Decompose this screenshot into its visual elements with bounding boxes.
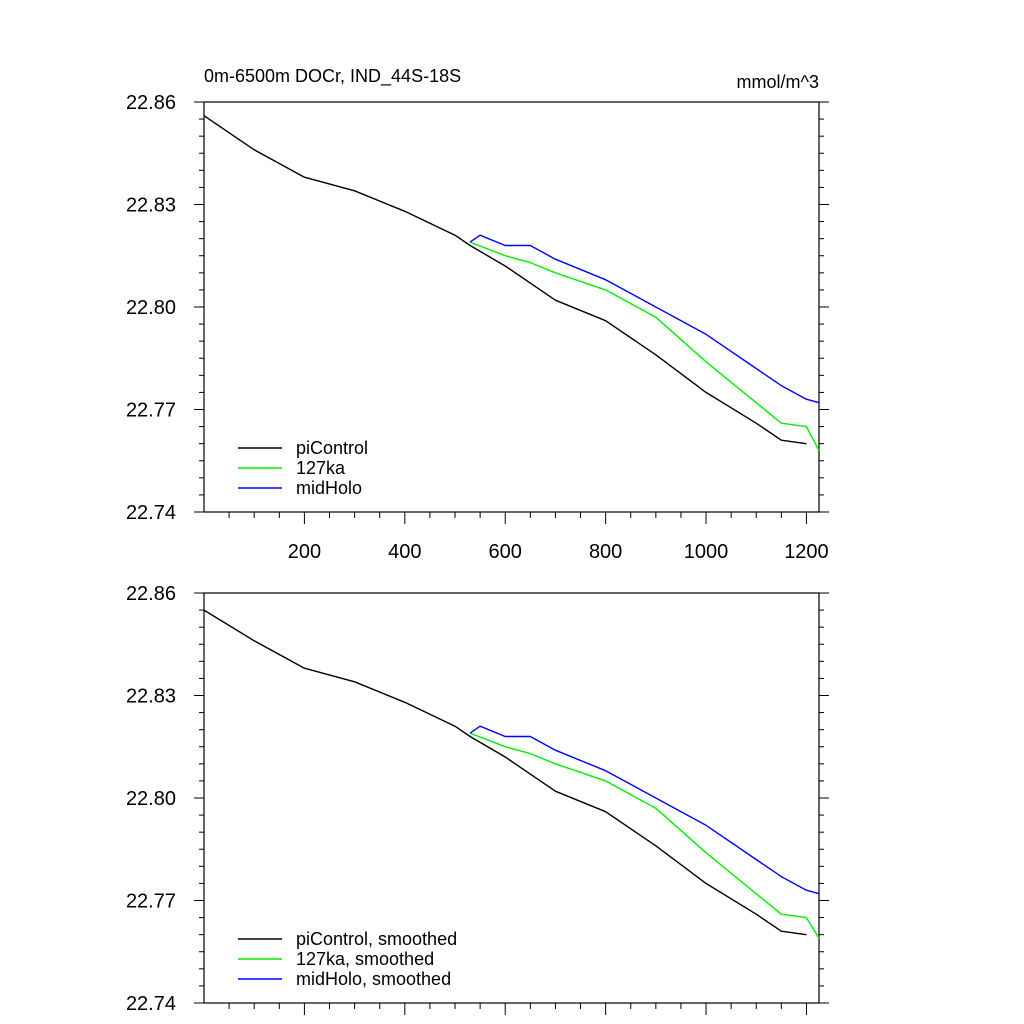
x-tick-label: 200 (288, 541, 321, 563)
series-line-picontrol-smoothed (203, 609, 807, 936)
panel-top (194, 101, 829, 524)
chart-title: 0m-6500m DOCr, IND_44S-18S (204, 66, 461, 87)
y-tick-label: 22.86 (126, 583, 176, 605)
y-tick-label: 22.80 (126, 297, 176, 319)
y-tick-label: 22.86 (126, 92, 176, 114)
legend-label: piControl, smoothed (296, 929, 457, 949)
panel-bottom (194, 592, 829, 1015)
legend-label: midHolo (296, 478, 362, 498)
legend-label: midHolo, smoothed (296, 969, 451, 989)
units-label: mmol/m^3 (737, 72, 819, 92)
x-tick-label: 600 (489, 541, 522, 563)
series-line-127ka (469, 241, 820, 451)
series-line-midholo-smoothed (469, 725, 820, 895)
x-tick-label: 400 (388, 541, 421, 563)
y-tick-label: 22.74 (126, 502, 176, 524)
x-tick-label: 800 (589, 541, 622, 563)
legend-label: 127ka (296, 458, 346, 478)
x-tick-label: 1200 (784, 541, 829, 563)
series-line-127ka-smoothed (469, 732, 820, 939)
y-tick-label: 22.83 (126, 195, 176, 217)
y-tick-label: 22.83 (126, 686, 176, 708)
x-tick-label: 1000 (684, 541, 729, 563)
y-tick-label: 22.80 (126, 788, 176, 810)
y-tick-label: 22.77 (126, 891, 176, 913)
y-tick-label: 22.74 (126, 993, 176, 1015)
legend-label: 127ka, smoothed (296, 949, 434, 969)
series-line-picontrol (203, 115, 807, 445)
y-tick-label: 22.77 (126, 400, 176, 422)
series-line-midholo (469, 234, 820, 404)
legend-label: piControl (296, 438, 368, 458)
